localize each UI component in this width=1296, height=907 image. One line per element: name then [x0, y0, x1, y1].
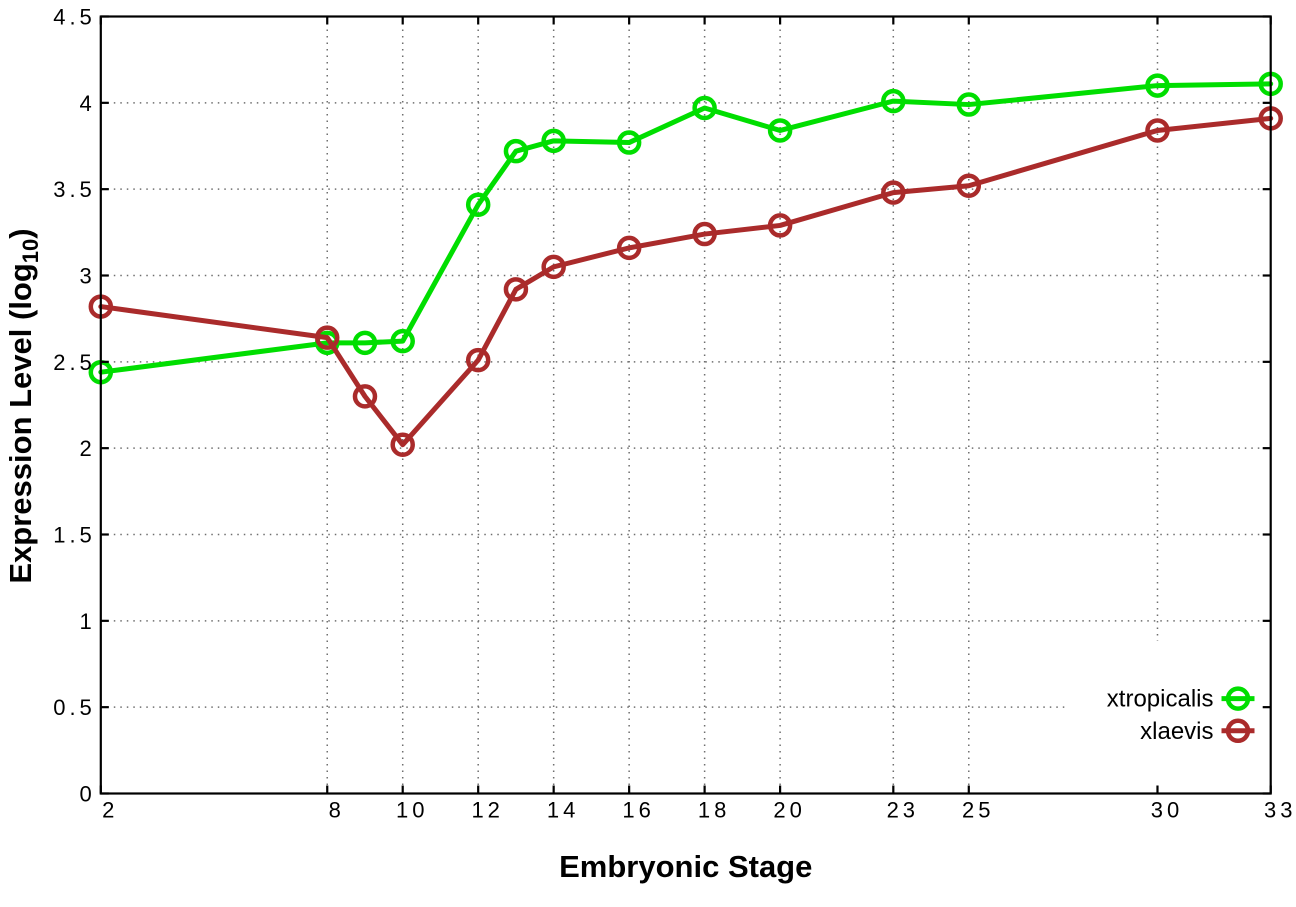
y-tick-label: 3 [80, 264, 96, 289]
y-axis-title-main: Expression Level (log [3, 263, 38, 583]
y-tick-label: 4.5 [53, 5, 96, 30]
y-tick-label: 2 [80, 436, 96, 461]
tick-labels: 2 8 10 12 14 16 18 20 23 25 30 33 0 0.5 1 1.5 2 2.5 3 3.5 4 4… [53, 5, 1296, 823]
data-point-xlaevis [352, 384, 378, 409]
data-point-xlaevis [503, 277, 529, 302]
x-tick-label: 2 [102, 798, 118, 823]
x-axis-title: Embryonic Stage [559, 849, 812, 884]
data-point-xlaevis [541, 254, 566, 280]
legend-label-xtropicalis: xtropicalis [1107, 686, 1214, 713]
series-line-xtropicalis [98, 81, 1274, 375]
data-point-xtropicalis [541, 128, 566, 154]
x-tick-label: 10 [396, 798, 428, 823]
data-point-xlaevis [465, 347, 491, 373]
legend-label-xlaevis: xlaevis [1140, 718, 1213, 745]
data-series [88, 71, 1283, 457]
y-tick-label: 4 [80, 91, 96, 116]
data-point-xlaevis [956, 173, 982, 198]
x-tick-label: 23 [887, 798, 919, 823]
x-tick-label: 20 [773, 798, 805, 823]
data-point-xlaevis [692, 221, 717, 247]
x-tick-label: 16 [622, 798, 654, 823]
x-tick-label: 12 [471, 798, 503, 823]
legend-sample-marker-xtropicalis [1225, 686, 1251, 711]
y-tick-label: 3.5 [53, 177, 96, 202]
data-point-xlaevis [1145, 118, 1170, 143]
data-point-xtropicalis [465, 192, 491, 217]
data-point-xlaevis [616, 235, 642, 261]
x-tick-label: 18 [698, 798, 730, 823]
data-point-xlaevis [390, 432, 415, 457]
data-point-xtropicalis [616, 130, 642, 155]
data-point-xtropicalis [956, 92, 982, 117]
x-tick-label: 14 [547, 798, 579, 823]
data-point-xlaevis [767, 213, 793, 238]
x-tick-label: 30 [1151, 798, 1183, 823]
legend-background [1069, 641, 1270, 791]
data-point-xtropicalis [352, 330, 378, 356]
data-point-xtropicalis [692, 95, 717, 121]
x-tick-label: 8 [329, 798, 345, 823]
y-tick-label: 0.5 [53, 695, 96, 720]
data-point-xlaevis [881, 180, 906, 205]
y-tick-label: 2.5 [53, 350, 96, 375]
plot-frame-and-ticks [99, 15, 1272, 795]
data-point-xtropicalis [1145, 73, 1170, 98]
legend-sample-marker-xlaevis [1225, 718, 1251, 744]
y-axis-title-subscript: 10 [18, 239, 43, 263]
y-axis-title-close: ) [3, 228, 38, 238]
plot-border [99, 15, 1272, 795]
legend: xtropicalis xlaevis [1107, 686, 1255, 745]
y-tick-label: 1 [80, 609, 96, 634]
data-point-xtropicalis [881, 88, 906, 114]
x-tick-label: 33 [1264, 798, 1296, 823]
data-point-xtropicalis [503, 138, 529, 164]
x-tick-label: 25 [962, 798, 994, 823]
data-point-xtropicalis [390, 328, 415, 354]
y-tick-label: 1.5 [53, 523, 96, 548]
data-point-xtropicalis [767, 118, 793, 143]
data-point-xlaevis [314, 325, 340, 350]
series-line-xlaevis [98, 115, 1274, 448]
y-tick-label: 0 [80, 782, 96, 807]
y-axis-title: Expression Level (log10) [3, 228, 43, 583]
